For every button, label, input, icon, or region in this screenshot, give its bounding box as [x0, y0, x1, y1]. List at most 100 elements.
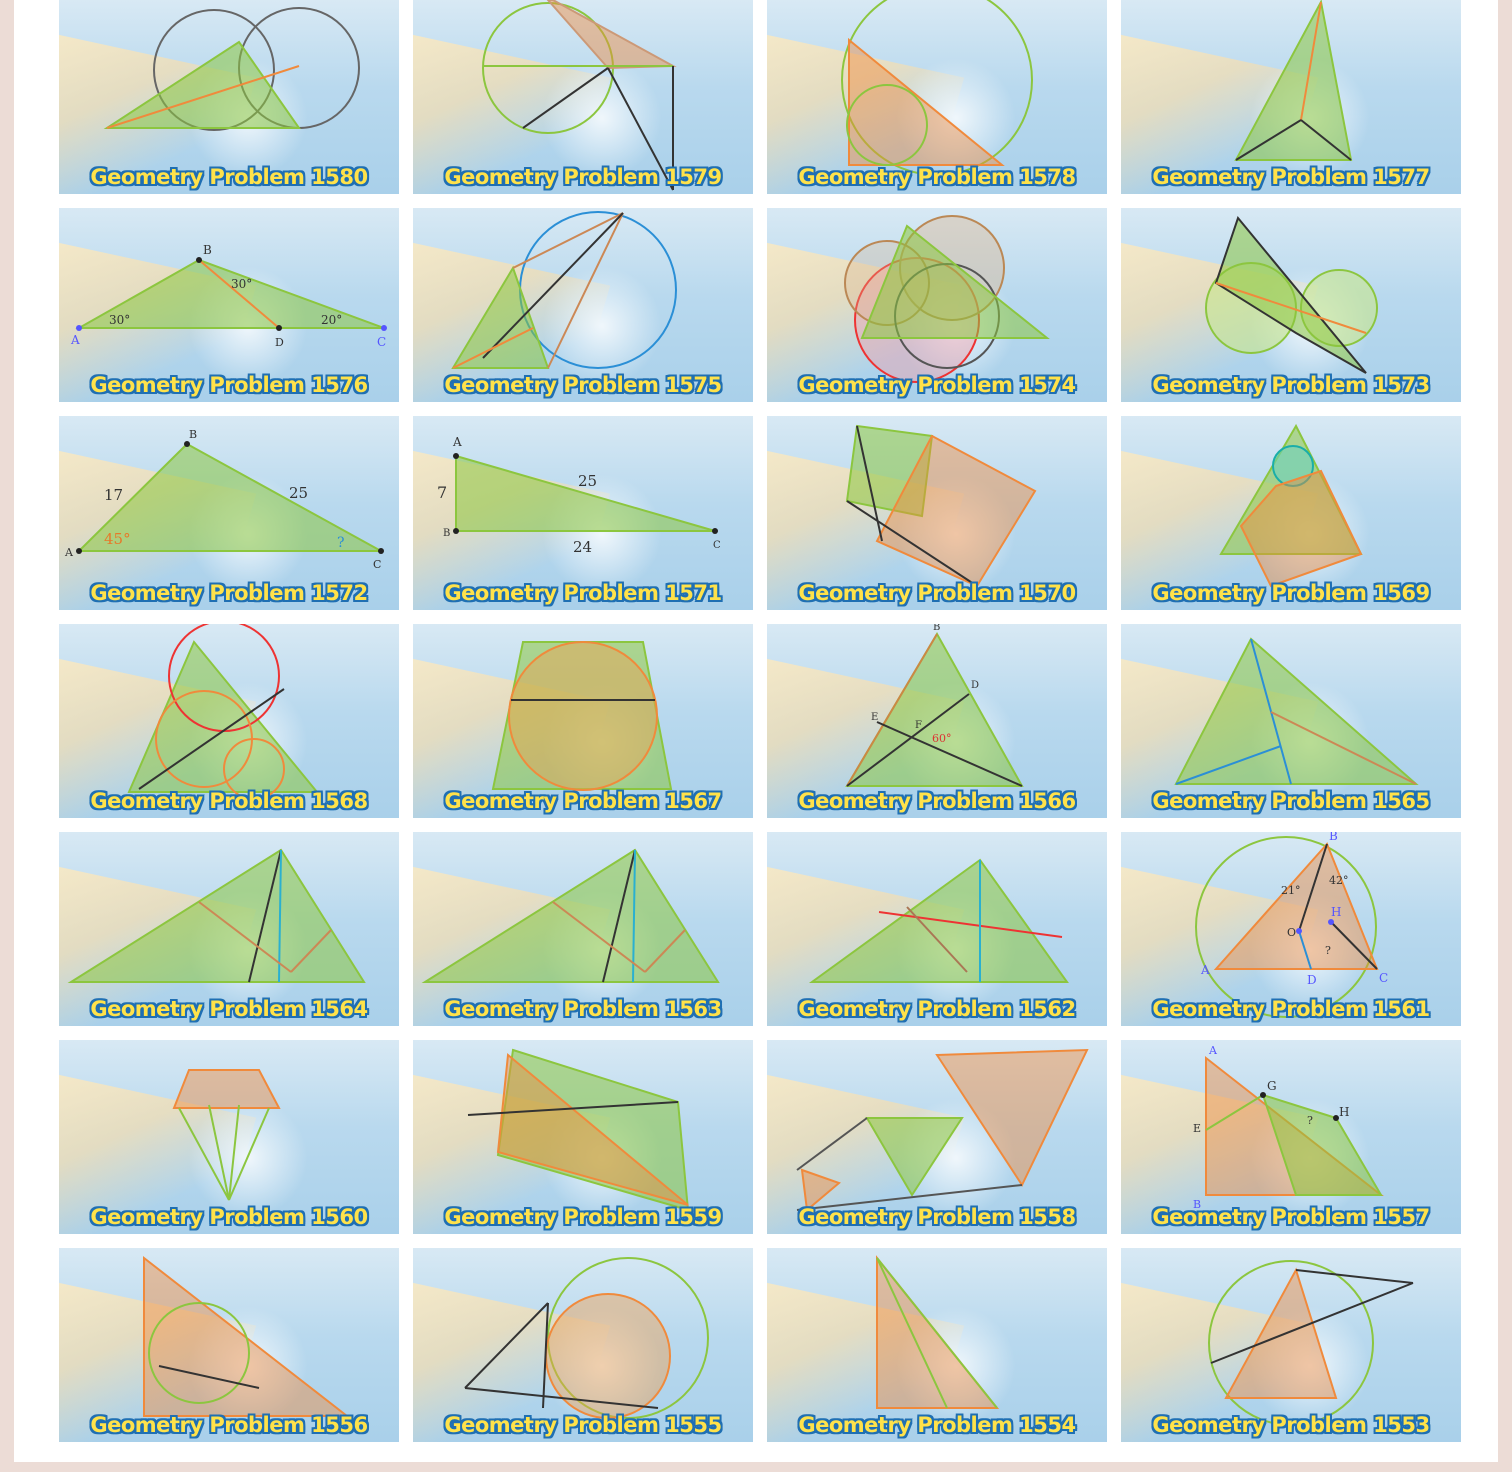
geometry-figure — [67, 848, 366, 983]
geometry-figure — [1174, 637, 1419, 785]
geometry-figure — [421, 848, 720, 983]
svg-text:?: ? — [1307, 1114, 1313, 1127]
problem-caption: Geometry Problem 1572 — [90, 581, 368, 605]
problem-thumbnail-link[interactable]: Geometry Problem 1577 — [1121, 0, 1461, 194]
svg-text:D: D — [971, 680, 979, 691]
svg-text:30°: 30° — [231, 277, 252, 291]
svg-text:B: B — [189, 428, 197, 441]
problem-thumbnail-link[interactable]: Geometry Problem 1564 — [59, 832, 399, 1026]
problem-thumbnail-link[interactable]: Geometry Problem 1563 — [413, 832, 753, 1026]
problem-thumbnail-link[interactable]: A B E G H? Geometry Problem 1557 — [1121, 1040, 1461, 1234]
svg-text:42°: 42° — [1329, 874, 1349, 887]
problem-thumbnail-link[interactable]: Geometry Problem 1560 — [59, 1040, 399, 1234]
problem-thumbnail-link[interactable]: Geometry Problem 1570 — [767, 416, 1107, 610]
problem-thumbnail-link[interactable]: Geometry Problem 1554 — [767, 1248, 1107, 1442]
problem-thumbnail-link[interactable]: Geometry Problem 1574 — [767, 208, 1107, 402]
geometry-figure — [1219, 423, 1363, 588]
svg-text:A: A — [64, 546, 74, 559]
svg-text:H: H — [1331, 905, 1341, 919]
svg-text:A: A — [1208, 1044, 1218, 1057]
problem-thumbnail-link[interactable]: Geometry Problem 1562 — [767, 832, 1107, 1026]
svg-text:O: O — [1287, 926, 1296, 939]
problem-thumbnail-link[interactable]: A B C 7 25 24 Geometry Problem 1571 — [413, 416, 753, 610]
svg-text:D: D — [1307, 973, 1317, 987]
geometry-figure — [1234, 0, 1353, 161]
svg-text:25: 25 — [578, 472, 597, 490]
svg-text:F: F — [915, 720, 922, 731]
background-glow — [542, 58, 663, 179]
svg-text:D: D — [275, 336, 284, 349]
geometry-figure: 60° B D E F — [845, 624, 1024, 787]
problem-caption: Geometry Problem 1553 — [1152, 1413, 1430, 1437]
problem-caption: Geometry Problem 1580 — [90, 165, 368, 189]
geometry-figure: A B C 7 25 24 — [437, 435, 721, 556]
problem-caption: Geometry Problem 1563 — [444, 997, 722, 1021]
svg-text:21°: 21° — [1281, 884, 1301, 897]
svg-text:B: B — [203, 243, 212, 257]
problem-thumbnail-link[interactable]: Geometry Problem 1565 — [1121, 624, 1461, 818]
problem-thumbnail-link[interactable]: Geometry Problem 1578 — [767, 0, 1107, 194]
background-glow — [1250, 1306, 1371, 1427]
svg-text:C: C — [377, 335, 386, 349]
svg-text:B: B — [1193, 1198, 1201, 1211]
problem-thumbnail-link[interactable]: Geometry Problem 1573 — [1121, 208, 1461, 402]
svg-text:B: B — [443, 528, 450, 539]
geometry-figure: A B E G H? — [1193, 1044, 1384, 1211]
problem-thumbnail-link[interactable]: A B C D H O 21° 42°? Geometry Problem 1561 — [1121, 832, 1461, 1026]
svg-text:C: C — [713, 540, 721, 551]
problem-caption: Geometry Problem 1557 — [1152, 1205, 1430, 1229]
problem-thumbnail-link[interactable]: 60° B D E F Geometry Problem 1566 — [767, 624, 1107, 818]
problem-thumbnail-link[interactable]: Geometry Problem 1579 — [413, 0, 753, 194]
geometry-figure — [1208, 1260, 1414, 1426]
geometry-figure — [127, 624, 320, 800]
svg-text:20°: 20° — [321, 313, 342, 327]
problem-caption: Geometry Problem 1561 — [1152, 997, 1430, 1021]
problem-thumbnail-link[interactable]: Geometry Problem 1556 — [59, 1248, 399, 1442]
svg-text:24: 24 — [573, 538, 592, 556]
svg-text:A: A — [1200, 963, 1210, 977]
problem-caption: Geometry Problem 1558 — [798, 1205, 1076, 1229]
problem-caption: Geometry Problem 1565 — [1152, 789, 1430, 813]
problem-thumbnail-link[interactable]: Geometry Problem 1558 — [767, 1040, 1107, 1234]
problem-caption: Geometry Problem 1566 — [798, 789, 1076, 813]
geometry-figure — [1205, 215, 1378, 374]
svg-text:C: C — [1379, 971, 1388, 985]
geometry-figure — [467, 1048, 690, 1212]
problem-thumbnail-link[interactable]: Geometry Problem 1567 — [413, 624, 753, 818]
problem-caption: Geometry Problem 1556 — [90, 1413, 368, 1437]
geometry-figure: A B C D 30° 30° 20° — [70, 243, 387, 349]
problem-thumbnail-link[interactable]: A B C D 30° 30° 20° Geometry Problem 1576 — [59, 208, 399, 402]
svg-text:45°: 45° — [104, 530, 131, 548]
problem-caption: Geometry Problem 1567 — [444, 789, 722, 813]
problem-caption: Geometry Problem 1574 — [798, 373, 1076, 397]
geometry-figure — [808, 858, 1069, 983]
problem-thumbnail-link[interactable]: Geometry Problem 1569 — [1121, 416, 1461, 610]
svg-text:?: ? — [337, 535, 345, 551]
svg-text:60°: 60° — [932, 732, 952, 745]
problem-thumbnail-link[interactable]: Geometry Problem 1559 — [413, 1040, 753, 1234]
svg-text:17: 17 — [104, 486, 123, 504]
svg-text:C: C — [373, 558, 381, 571]
problem-thumbnail-link[interactable]: A B C 17 25 45°? Geometry Problem 1572 — [59, 416, 399, 610]
problem-thumbnail-link[interactable]: Geometry Problem 1553 — [1121, 1248, 1461, 1442]
problem-thumbnail-link[interactable]: Geometry Problem 1568 — [59, 624, 399, 818]
problem-caption: Geometry Problem 1576 — [90, 373, 368, 397]
problem-caption: Geometry Problem 1579 — [444, 165, 722, 189]
svg-text:25: 25 — [289, 484, 308, 502]
svg-text:H: H — [1339, 1105, 1349, 1119]
problem-caption: Geometry Problem 1577 — [1152, 165, 1430, 189]
problem-caption: Geometry Problem 1575 — [444, 373, 722, 397]
geometry-figure — [451, 211, 677, 369]
problem-caption: Geometry Problem 1560 — [90, 1205, 368, 1229]
problem-caption: Geometry Problem 1571 — [444, 581, 722, 605]
svg-text:E: E — [1193, 1122, 1201, 1135]
problem-caption: Geometry Problem 1578 — [798, 165, 1076, 189]
geometry-figure — [464, 1257, 709, 1419]
svg-text:B: B — [933, 624, 940, 633]
problem-thumbnail-link[interactable]: Geometry Problem 1575 — [413, 208, 753, 402]
problem-caption: Geometry Problem 1562 — [798, 997, 1076, 1021]
problem-grid: Geometry Problem 1580 Geometry Problem 15… — [59, 0, 1461, 1442]
problem-thumbnail-link[interactable]: Geometry Problem 1580 — [59, 0, 399, 194]
geometry-figure — [841, 0, 1033, 176]
problem-thumbnail-link[interactable]: Geometry Problem 1555 — [413, 1248, 753, 1442]
